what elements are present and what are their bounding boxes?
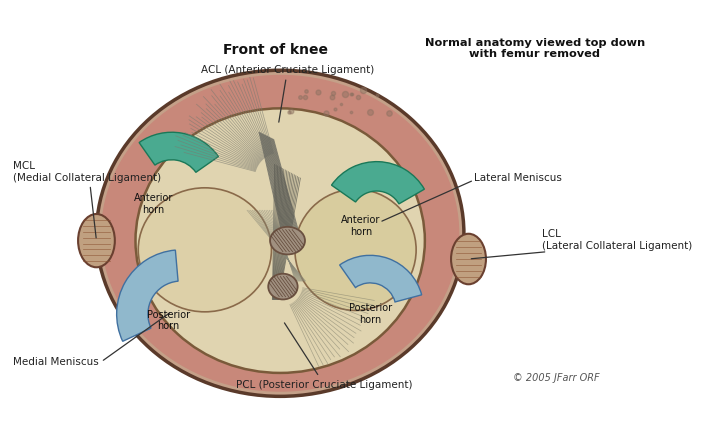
Text: Lateral Meniscus: Lateral Meniscus <box>474 173 562 183</box>
Ellipse shape <box>101 75 459 392</box>
Ellipse shape <box>268 274 297 300</box>
Text: Front of knee: Front of knee <box>223 43 328 57</box>
Wedge shape <box>340 256 422 302</box>
Text: MCL
(Medial Collateral Ligament): MCL (Medial Collateral Ligament) <box>13 161 161 183</box>
Text: Normal anatomy viewed top down
with femur removed: Normal anatomy viewed top down with femu… <box>425 38 645 59</box>
Wedge shape <box>139 132 219 172</box>
Ellipse shape <box>96 70 464 396</box>
Ellipse shape <box>451 234 486 284</box>
Ellipse shape <box>138 188 271 312</box>
Ellipse shape <box>135 108 425 373</box>
Text: ACL (Anterior Cruciate Ligament): ACL (Anterior Cruciate Ligament) <box>201 65 374 122</box>
Text: LCL
(Lateral Collateral Ligament): LCL (Lateral Collateral Ligament) <box>542 229 692 250</box>
Wedge shape <box>331 162 424 204</box>
Text: Anterior
horn: Anterior horn <box>341 215 381 237</box>
Text: © 2005 JFarr ORF: © 2005 JFarr ORF <box>513 372 599 383</box>
Ellipse shape <box>295 189 416 310</box>
Text: Anterior
horn: Anterior horn <box>134 193 173 215</box>
Ellipse shape <box>78 214 115 267</box>
Text: Posterior
horn: Posterior horn <box>147 310 190 331</box>
Text: PCL (Posterior Cruciate Ligament): PCL (Posterior Cruciate Ligament) <box>236 323 413 389</box>
Ellipse shape <box>270 227 305 254</box>
Text: Posterior
horn: Posterior horn <box>348 303 392 325</box>
Text: Medial Meniscus: Medial Meniscus <box>13 357 98 367</box>
Wedge shape <box>117 250 178 341</box>
